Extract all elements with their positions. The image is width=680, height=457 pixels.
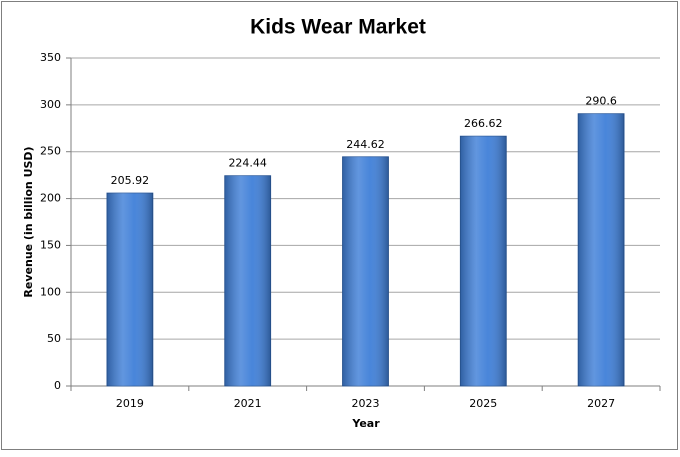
x-axis-title: Year <box>351 417 380 430</box>
bar-shine <box>224 175 271 386</box>
bar-shine <box>106 193 153 386</box>
chart-border <box>1 1 678 450</box>
y-tick-label: 0 <box>54 379 61 392</box>
data-label: 290.6 <box>585 95 617 108</box>
bar-shine <box>342 156 389 386</box>
x-tick-label: 2023 <box>352 397 380 410</box>
data-label: 244.62 <box>346 138 385 151</box>
data-label: 205.92 <box>111 174 150 187</box>
data-label: 224.44 <box>228 157 267 170</box>
bar-shine <box>578 113 625 386</box>
bar-shine <box>460 136 507 386</box>
y-tick-label: 100 <box>40 285 61 298</box>
y-tick-label: 250 <box>40 145 61 158</box>
x-tick-label: 2027 <box>587 397 615 410</box>
x-tick-label: 2021 <box>234 397 262 410</box>
y-tick-label: 300 <box>40 98 61 111</box>
chart-title: Kids Wear Market <box>250 16 426 39</box>
y-tick-label: 350 <box>40 51 61 64</box>
x-tick-label: 2025 <box>469 397 497 410</box>
x-tick-label: 2019 <box>116 397 144 410</box>
y-tick-label: 50 <box>47 332 61 345</box>
y-tick-label: 200 <box>40 192 61 205</box>
y-tick-label: 150 <box>40 238 61 251</box>
data-label: 266.62 <box>464 117 503 130</box>
y-axis-title: Revenue (in billion USD) <box>22 146 35 297</box>
